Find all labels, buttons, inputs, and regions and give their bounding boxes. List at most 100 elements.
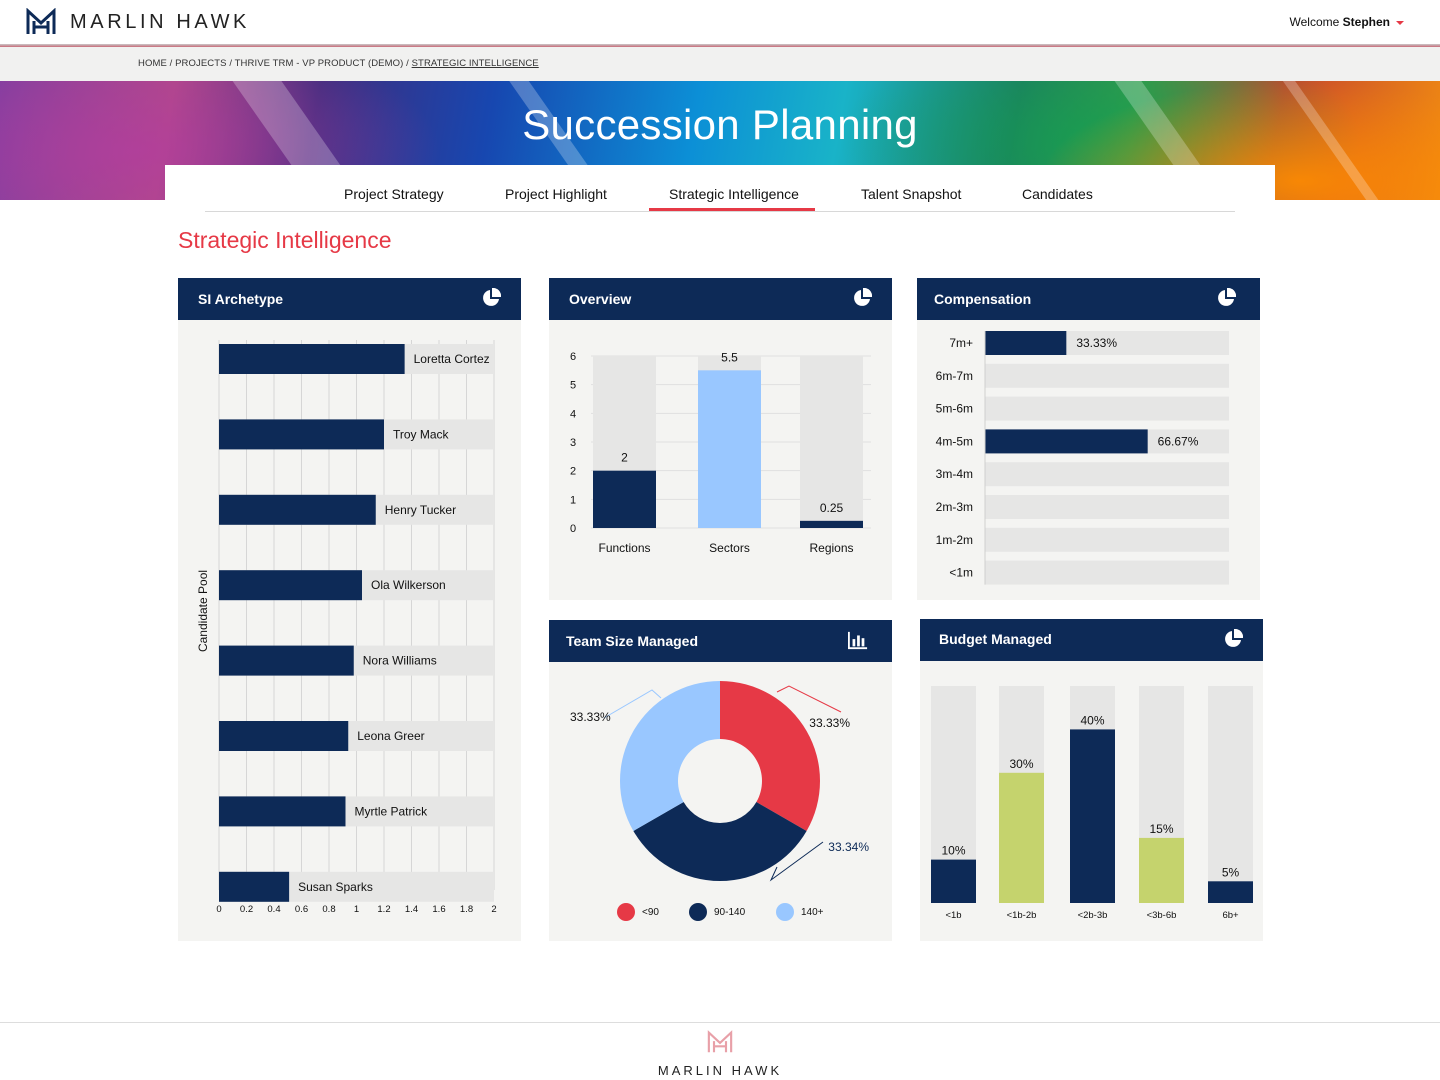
tab-bar: Project Strategy Project Highlight Strat… — [205, 165, 1235, 212]
bar-label: Susan Sparks — [298, 880, 373, 894]
header-divider — [0, 44, 1440, 47]
tab-strategic-intelligence[interactable]: Strategic Intelligence — [649, 186, 815, 211]
breadcrumb-current[interactable]: STRATEGIC INTELLIGENCE — [411, 58, 539, 69]
legend-swatch — [689, 903, 707, 921]
card-header: Budget Managed — [920, 619, 1263, 661]
tab-project-highlight[interactable]: Project Highlight — [505, 186, 607, 202]
data-label: 40% — [1080, 713, 1104, 727]
bar-label: Myrtle Patrick — [355, 804, 429, 818]
y-tick-label: 0 — [570, 523, 576, 535]
data-label: 33.33% — [1076, 336, 1117, 350]
x-tick-label: 1.4 — [405, 904, 418, 915]
bar-track — [985, 396, 1229, 421]
pie-chart-icon[interactable] — [1216, 288, 1236, 308]
donut-slice — [620, 681, 720, 831]
card-title: Compensation — [934, 291, 1032, 307]
pie-chart-icon[interactable] — [481, 288, 501, 308]
bar-label: Nora Williams — [363, 654, 437, 668]
card-header: Overview — [549, 278, 892, 320]
section-title: Strategic Intelligence — [178, 227, 392, 253]
bar-track — [985, 462, 1229, 487]
y-tick-label: <1m — [949, 566, 973, 580]
breadcrumb: HOME / PROJECTS / THRIVE TRM - VP PRODUC… — [138, 58, 539, 69]
data-label: 33.33% — [570, 710, 611, 724]
x-tick-label: 6b+ — [1222, 910, 1239, 921]
bar — [698, 370, 761, 528]
y-tick-label: 6 — [570, 351, 576, 363]
bar — [219, 721, 349, 751]
pie-chart-icon[interactable] — [852, 288, 872, 308]
legend-label: 90-140 — [714, 907, 746, 918]
brand-mark-icon — [26, 8, 56, 34]
leader-line — [776, 685, 842, 713]
bar — [219, 645, 354, 676]
y-tick-label: 4m-5m — [936, 434, 973, 448]
footer-brand-mark-icon — [707, 1030, 733, 1053]
data-label: 66.67% — [1158, 434, 1199, 448]
si-archetype-card: SI Archetype 0 0.2 0.4 0.6 0.8 1 1.2 1.4 1.6 1.8 2… — [178, 278, 521, 941]
breadcrumb-bar: HOME / PROJECTS / THRIVE TRM - VP PRODUC… — [0, 47, 1440, 81]
data-label: 15% — [1149, 822, 1173, 836]
bar — [219, 796, 346, 827]
overview-chart: 0 1 2 3 4 5 6 2 Functions 5.5 Sectors 0.25 Regions — [570, 350, 871, 555]
bar-chart-icon[interactable] — [848, 630, 868, 650]
x-tick-label: 1 — [354, 904, 359, 915]
bar — [593, 470, 656, 528]
pie-chart-icon[interactable] — [1223, 629, 1243, 649]
card-title: Budget Managed — [939, 631, 1052, 647]
x-tick-label: Functions — [598, 541, 650, 555]
card-title: SI Archetype — [198, 291, 284, 307]
footer-brand-name: MARLIN HAWK — [657, 1063, 783, 1078]
si-archetype-chart: 0 0.2 0.4 0.6 0.8 1 1.2 1.4 1.6 1.8 2 Loretta Corte… — [196, 340, 497, 915]
bar — [1208, 881, 1253, 903]
breadcrumb-path[interactable]: HOME / PROJECTS / THRIVE TRM - VP PRODUC… — [138, 58, 409, 69]
bar — [931, 859, 976, 903]
footer-logo: MARLIN HAWK — [0, 1030, 1440, 1078]
tab-candidates[interactable]: Candidates — [1022, 186, 1093, 202]
bar-track — [985, 560, 1229, 585]
x-tick-label: <2b-3b — [1078, 910, 1108, 921]
legend-label: <90 — [642, 907, 659, 918]
tab-talent-snapshot[interactable]: Talent Snapshot — [861, 186, 962, 202]
legend-label: 140+ — [801, 907, 824, 918]
overview-card: Overview 0 1 2 3 4 5 6 2 Functions 5.5 Sectors 0.25… — [549, 278, 892, 600]
bar-track — [1208, 686, 1253, 903]
brand-name: MARLIN HAWK — [70, 10, 250, 33]
team-size-card: Team Size Managed 33.33% 33.34% 33.33% <90 9… — [549, 620, 892, 941]
y-tick-label: 7m+ — [949, 336, 973, 350]
legend-swatch — [617, 903, 635, 921]
y-tick-label: 6m-7m — [936, 369, 973, 383]
card-title: Team Size Managed — [566, 633, 699, 649]
y-tick-label: 5m-6m — [936, 402, 973, 416]
x-tick-label: <3b-6b — [1147, 910, 1177, 921]
tab-project-strategy[interactable]: Project Strategy — [344, 186, 444, 202]
footer-divider — [0, 1022, 1440, 1023]
x-tick-label: 1.8 — [460, 904, 473, 915]
bar-label: Loretta Cortez — [414, 352, 490, 366]
legend-swatch — [776, 903, 794, 921]
data-label: 5% — [1222, 865, 1240, 879]
data-label: 10% — [941, 844, 965, 858]
y-tick-label: 5 — [570, 380, 576, 392]
brand-logo[interactable]: MARLIN HAWK — [26, 8, 250, 36]
bar — [219, 871, 290, 902]
bar — [219, 419, 384, 450]
user-menu[interactable]: Welcome Stephen — [1290, 15, 1404, 29]
y-axis-label: Candidate Pool — [196, 570, 210, 652]
x-tick-label: 2 — [491, 904, 496, 915]
compensation-chart: 7m+ 33.33% 6m-7m 5m-6m 4m-5m 66.67% 3m-4m 2m-3m… — [936, 331, 1229, 585]
y-tick-label: 3m-4m — [936, 467, 973, 481]
tab-card: Project Strategy Project Highlight Strat… — [165, 165, 1275, 215]
data-label: 30% — [1009, 757, 1033, 771]
donut-slice — [633, 801, 807, 881]
bar — [800, 520, 863, 528]
y-tick-label: 2 — [570, 466, 576, 478]
bar — [1070, 729, 1115, 903]
bar — [985, 331, 1067, 355]
team-size-chart: 33.33% 33.34% 33.33% <90 90-140 140+ — [570, 681, 869, 921]
data-label: 2 — [621, 451, 628, 465]
x-tick-label: 0 — [216, 904, 221, 915]
donut-slice — [720, 681, 820, 831]
data-label: 0.25 — [820, 501, 844, 515]
x-tick-label: 1.2 — [377, 904, 390, 915]
